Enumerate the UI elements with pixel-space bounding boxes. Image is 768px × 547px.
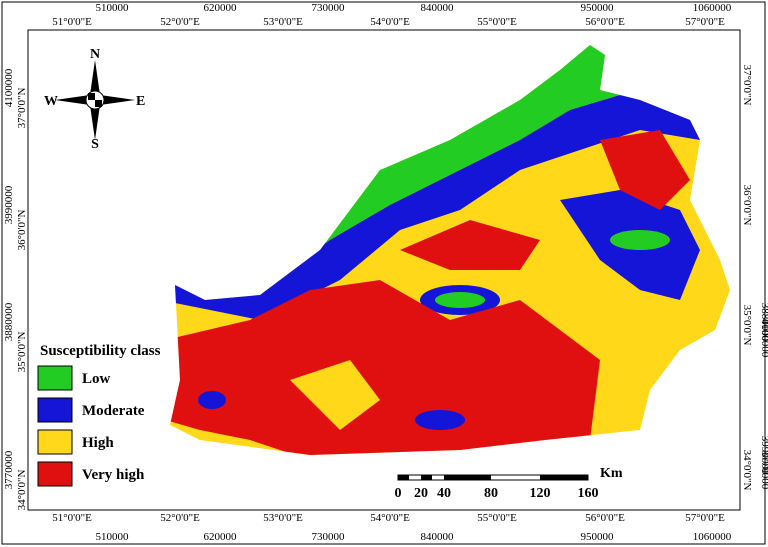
- latitude-label: 36°0'0"N: [16, 210, 28, 251]
- legend-label: Very high: [82, 467, 145, 483]
- legend-label: Moderate: [82, 403, 145, 419]
- moderate-zone: [415, 410, 465, 430]
- projected-x-label: 950000: [581, 531, 615, 543]
- legend-label: High: [82, 435, 114, 451]
- scale-label: 20: [414, 486, 428, 501]
- susceptibility-map: [170, 45, 730, 455]
- high-zone: [290, 360, 380, 430]
- projected-y-label: 3990000: [759, 436, 768, 475]
- scale-unit: Km: [600, 466, 623, 481]
- latitude-label: 37°0'0"N: [16, 88, 28, 129]
- legend-swatch: [37, 365, 73, 391]
- projected-y-label: 3990000: [3, 185, 15, 224]
- scale-label: 80: [484, 486, 498, 501]
- scale-label: 160: [578, 486, 599, 501]
- longitude-label: 57°0'0"E: [685, 16, 725, 28]
- moderate-zone: [170, 95, 700, 320]
- legend-label: Low: [82, 371, 111, 387]
- very-high-zone: [600, 130, 690, 210]
- inner-frame: [27, 29, 741, 511]
- projected-y-label: 3880000: [3, 302, 15, 341]
- longitude-label: 56°0'0"E: [585, 16, 625, 28]
- legend: Low Moderate High Very high 0 20 40 80 120 160: [37, 365, 599, 501]
- scale-bar: Km: [397, 466, 623, 481]
- projected-x-label: 730000: [312, 2, 346, 14]
- projected-y-label: 3880000: [759, 303, 768, 342]
- projected-x-label: 1060000: [693, 2, 732, 14]
- latitude-label: 35°0'0"N: [16, 332, 28, 373]
- longitude-label: 54°0'0"E: [370, 16, 410, 28]
- legend-title: Susceptibility class: [40, 343, 161, 359]
- longitude-label: 51°0'0"E: [52, 16, 92, 28]
- compass-s: S: [91, 137, 99, 152]
- longitude-label: 53°0'0"E: [263, 512, 303, 524]
- longitude-label: 54°0'0"E: [370, 512, 410, 524]
- latitude-label: 37°0'0"N: [741, 65, 753, 106]
- compass-w: W: [44, 94, 58, 109]
- projected-x-label: 510000: [96, 531, 130, 543]
- scale-label: 120: [530, 486, 551, 501]
- projected-x-label: 620000: [204, 531, 238, 543]
- moderate-zone: [198, 391, 226, 409]
- compass-n: N: [90, 47, 100, 62]
- low-zone: [610, 230, 670, 250]
- latitude-label: 35°0'0"N: [741, 305, 753, 346]
- latitude-label: 34°0'0"N: [741, 450, 753, 491]
- projected-y-label: 4100000: [759, 319, 768, 358]
- longitude-label: 52°0'0"E: [160, 16, 200, 28]
- compass: N S E W: [44, 47, 145, 152]
- projected-y-label: 3770000: [3, 450, 15, 489]
- longitude-label: 55°0'0"E: [477, 512, 517, 524]
- longitude-label: 56°0'0"E: [585, 512, 625, 524]
- very-high-zone: [170, 280, 600, 455]
- projected-x-label: 730000: [312, 531, 346, 543]
- very-high-zone: [400, 220, 540, 270]
- projected-y-label: 4100000: [3, 68, 15, 107]
- coordinate-labels: 510000 510000 620000 620000 730000 730000 8400…: [3, 2, 768, 543]
- legend-swatch: [37, 397, 73, 423]
- longitude-label: 57°0'0"E: [685, 512, 725, 524]
- latitude-label: 34°0'0"N: [16, 470, 28, 511]
- projected-x-label: 840000: [421, 2, 455, 14]
- projected-y-label: 3770000: [759, 451, 768, 490]
- legend-swatch: [37, 429, 73, 455]
- projected-x-label: 510000: [96, 2, 130, 14]
- projected-x-label: 620000: [204, 2, 238, 14]
- longitude-label: 51°0'0"E: [52, 512, 92, 524]
- compass-e: E: [136, 94, 145, 109]
- longitude-label: 52°0'0"E: [160, 512, 200, 524]
- low-zone: [435, 292, 485, 308]
- projected-x-label: 950000: [581, 2, 615, 14]
- longitude-label: 53°0'0"E: [263, 16, 303, 28]
- longitude-label: 55°0'0"E: [477, 16, 517, 28]
- scale-label: 40: [437, 486, 451, 501]
- scale-label: 0: [395, 486, 402, 501]
- projected-x-label: 1060000: [693, 531, 732, 543]
- projected-x-label: 840000: [421, 531, 455, 543]
- latitude-label: 36°0'0"N: [741, 185, 753, 226]
- legend-swatch: [37, 461, 73, 487]
